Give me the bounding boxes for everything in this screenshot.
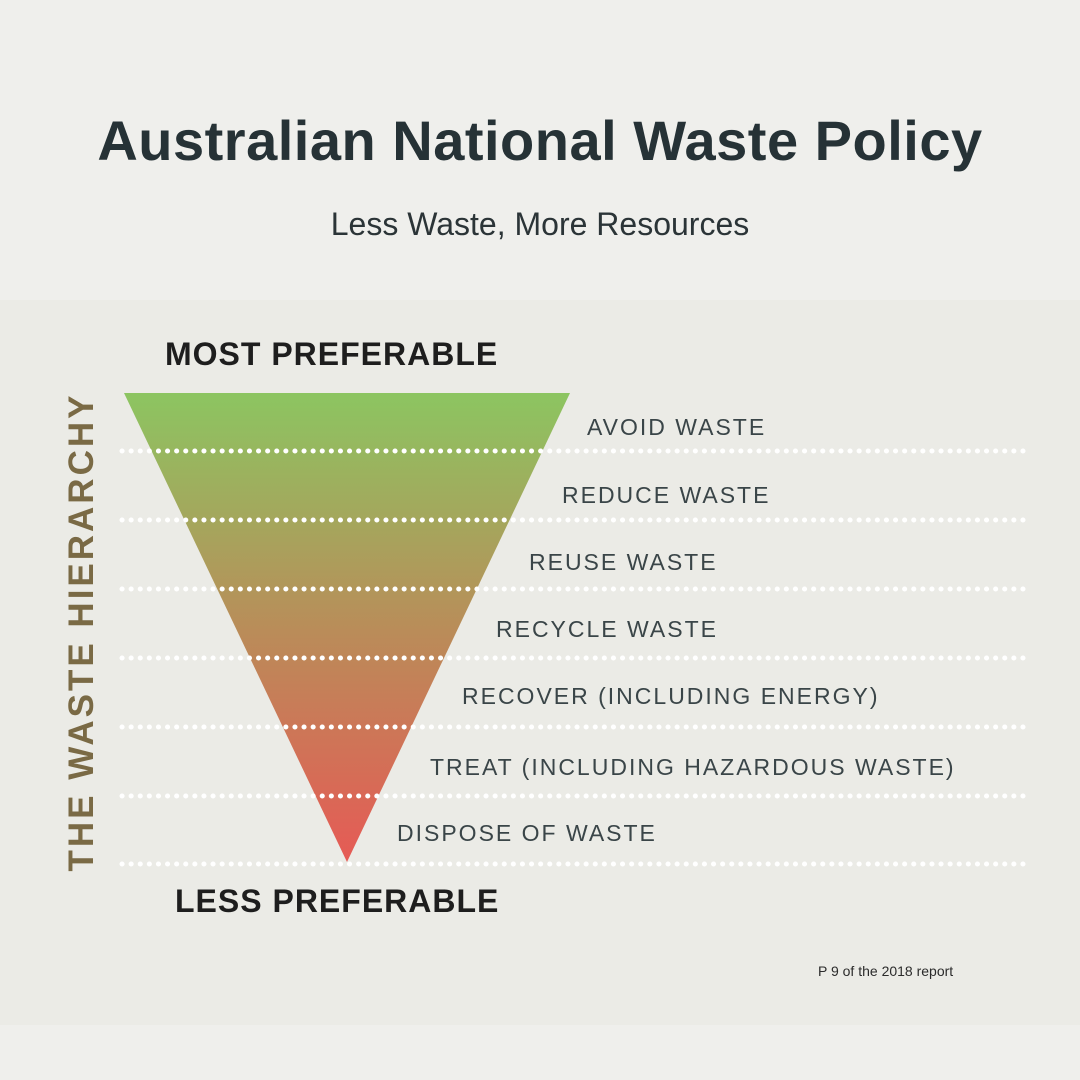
footnote: P 9 of the 2018 report: [818, 963, 954, 979]
level-label-4: RECYCLE WASTE: [496, 616, 718, 642]
level-label-6: TREAT (INCLUDING HAZARDOUS WASTE): [430, 754, 956, 780]
level-label-3: REUSE WASTE: [529, 549, 718, 575]
hierarchy-triangle: [124, 393, 570, 862]
level-dividers: [119, 448, 1031, 867]
level-label-5: RECOVER (INCLUDING ENERGY): [462, 683, 880, 709]
most-preferable-label: MOST PREFERABLE: [165, 336, 499, 372]
less-preferable-label: LESS PREFERABLE: [175, 883, 500, 919]
level-label-1: AVOID WASTE: [587, 414, 767, 440]
page-subtitle: Less Waste, More Resources: [330, 206, 750, 242]
level-label-7: DISPOSE OF WASTE: [397, 820, 657, 846]
page-title: Australian National Waste Policy: [97, 109, 983, 172]
level-label-2: REDUCE WASTE: [562, 482, 771, 508]
waste-hierarchy-vertical-label: THE WASTE HIERARCHY: [62, 392, 101, 872]
